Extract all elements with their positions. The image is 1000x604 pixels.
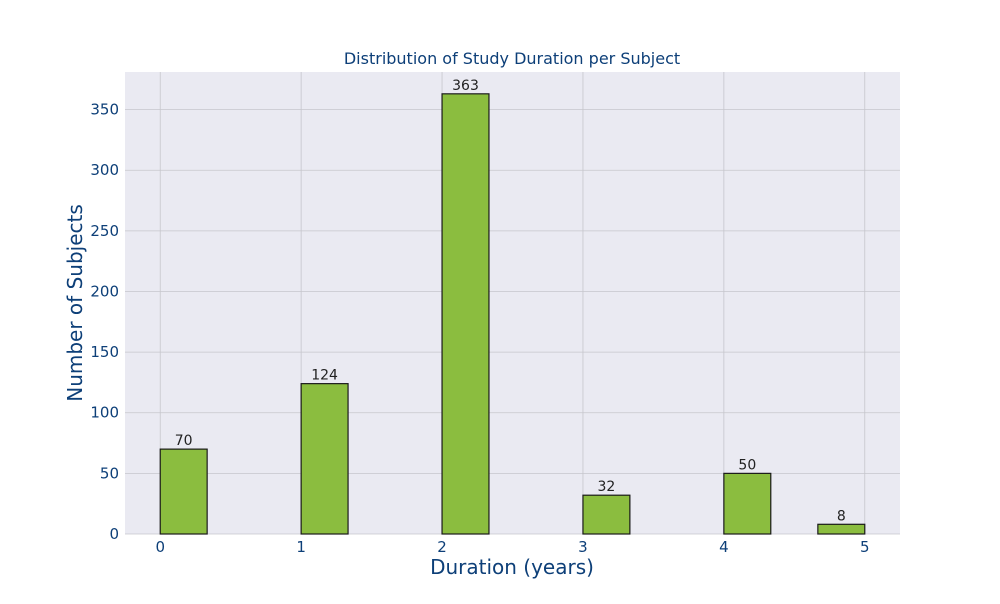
y-tick-label: 100 — [90, 404, 119, 422]
histogram-bar — [723, 472, 772, 535]
y-tick-label: 0 — [109, 525, 119, 543]
data-labels: 70 124 363 32 50 8 — [175, 78, 846, 524]
plot-area — [125, 72, 900, 534]
histogram-bar — [159, 448, 208, 535]
histogram-bar — [300, 383, 349, 535]
y-axis-label: Number of Subjects — [63, 204, 87, 402]
y-tick-label: 200 — [90, 282, 119, 300]
x-tick-label: 1 — [296, 538, 306, 556]
bar-value-label: 124 — [311, 368, 338, 384]
x-tick-label: 2 — [437, 538, 447, 556]
bar-value-label: 32 — [598, 479, 616, 495]
y-tick-label: 300 — [90, 161, 119, 179]
y-tick-label: 50 — [100, 464, 119, 482]
histogram-bar — [817, 523, 866, 535]
bar-value-label: 70 — [175, 433, 193, 449]
bar-value-label: 50 — [738, 457, 756, 473]
x-tick-label: 5 — [860, 538, 870, 556]
x-tick-label: 0 — [155, 538, 165, 556]
y-tick-label: 250 — [90, 222, 119, 240]
x-tick-label: 4 — [719, 538, 729, 556]
chart-title: Distribution of Study Duration per Subje… — [344, 49, 680, 68]
x-tick-label: 3 — [578, 538, 588, 556]
y-tick-label: 350 — [90, 101, 119, 119]
histogram-bar — [441, 93, 490, 535]
tick-labels: 0 50 100 150 200 250 300 350 0 1 2 3 4 5 — [90, 101, 869, 556]
x-axis-label: Duration (years) — [430, 555, 594, 579]
histogram-bar — [582, 494, 631, 535]
bar-value-label: 8 — [837, 508, 846, 524]
bars — [159, 93, 866, 535]
bar-value-label: 363 — [452, 78, 479, 94]
y-tick-label: 150 — [90, 343, 119, 361]
